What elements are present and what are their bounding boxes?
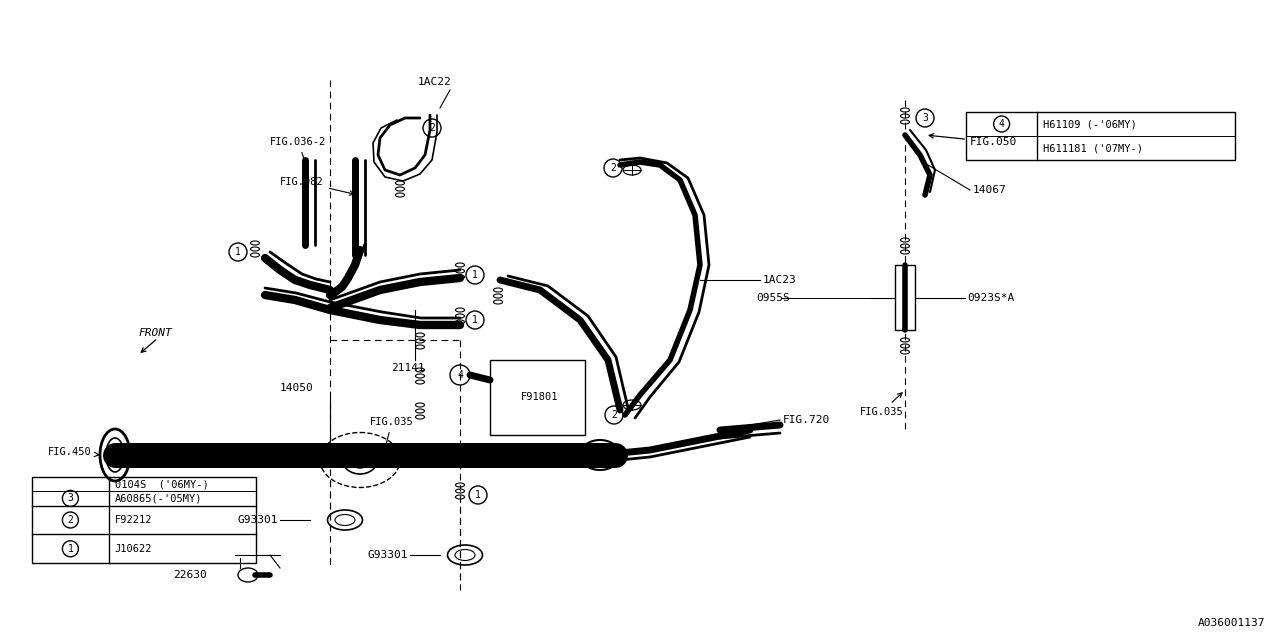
Text: 2: 2 (429, 123, 435, 133)
Text: 4: 4 (998, 119, 1005, 129)
Text: 2: 2 (68, 515, 73, 525)
Text: 0955S: 0955S (756, 293, 790, 303)
Text: FIG.050: FIG.050 (929, 134, 1018, 147)
Text: 14067: 14067 (973, 185, 1007, 195)
Text: 2: 2 (611, 410, 617, 420)
Text: 2: 2 (611, 163, 616, 173)
Text: FIG.035: FIG.035 (860, 393, 904, 417)
Text: 1: 1 (472, 315, 477, 325)
Bar (32, 477, 256, 563)
Text: FIG.082: FIG.082 (280, 177, 355, 195)
Text: FRONT: FRONT (138, 328, 172, 338)
Text: 1AC23: 1AC23 (763, 275, 796, 285)
Bar (895, 265, 915, 330)
Text: FIG.035: FIG.035 (370, 417, 413, 456)
Text: 1: 1 (68, 544, 73, 554)
Text: 1AC22: 1AC22 (419, 77, 452, 87)
Bar (490, 360, 585, 435)
Text: FIG.036-2: FIG.036-2 (270, 137, 326, 166)
Text: 3: 3 (68, 493, 73, 504)
Text: 1: 1 (475, 490, 481, 500)
Text: A60865(-'05MY): A60865(-'05MY) (115, 493, 202, 504)
Bar (966, 112, 1235, 160)
Text: 4: 4 (457, 370, 463, 380)
Text: 1: 1 (236, 247, 241, 257)
Text: 0923S*A: 0923S*A (966, 293, 1014, 303)
Text: J10622: J10622 (115, 544, 152, 554)
Text: FIG.450: FIG.450 (49, 447, 99, 457)
Text: G93301: G93301 (238, 515, 278, 525)
Text: H61109 (-'06MY): H61109 (-'06MY) (1043, 119, 1137, 129)
Text: 3: 3 (922, 113, 928, 123)
Text: 21141: 21141 (392, 363, 425, 373)
Text: G93301: G93301 (367, 550, 408, 560)
Text: 1: 1 (472, 270, 477, 280)
Text: F92212: F92212 (115, 515, 152, 525)
Text: 14050: 14050 (280, 383, 314, 393)
Text: 22630: 22630 (173, 570, 207, 580)
Text: H611181 ('07MY-): H611181 ('07MY-) (1043, 143, 1143, 153)
Text: 0104S  ('06MY-): 0104S ('06MY-) (115, 479, 209, 489)
Text: A036001137: A036001137 (1198, 618, 1265, 628)
Text: FIG.720: FIG.720 (783, 415, 831, 425)
Text: F91801: F91801 (521, 392, 559, 402)
